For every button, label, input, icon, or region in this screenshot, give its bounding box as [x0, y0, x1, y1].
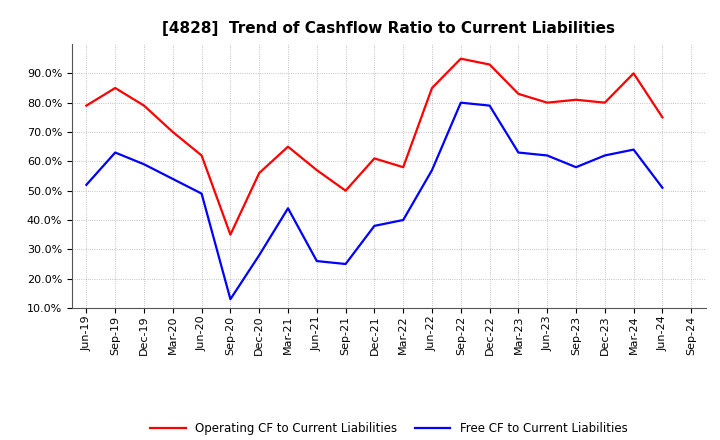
Free CF to Current Liabilities [370, 223, 379, 228]
Operating CF to Current Liabilities [514, 91, 523, 96]
Free CF to Current Liabilities [485, 103, 494, 108]
Free CF to Current Liabilities [111, 150, 120, 155]
Operating CF to Current Liabilities [485, 62, 494, 67]
Operating CF to Current Liabilities [82, 103, 91, 108]
Free CF to Current Liabilities [341, 261, 350, 267]
Operating CF to Current Liabilities [456, 56, 465, 61]
Operating CF to Current Liabilities [284, 144, 292, 149]
Free CF to Current Liabilities [197, 191, 206, 196]
Free CF to Current Liabilities [82, 182, 91, 187]
Free CF to Current Liabilities [284, 205, 292, 211]
Free CF to Current Liabilities [543, 153, 552, 158]
Operating CF to Current Liabilities [255, 170, 264, 176]
Operating CF to Current Liabilities [572, 97, 580, 103]
Operating CF to Current Liabilities [399, 165, 408, 170]
Free CF to Current Liabilities [428, 168, 436, 173]
Operating CF to Current Liabilities [197, 153, 206, 158]
Operating CF to Current Liabilities [111, 85, 120, 91]
Free CF to Current Liabilities [399, 217, 408, 223]
Operating CF to Current Liabilities [168, 129, 177, 135]
Line: Operating CF to Current Liabilities: Operating CF to Current Liabilities [86, 59, 662, 235]
Operating CF to Current Liabilities [658, 115, 667, 120]
Free CF to Current Liabilities [629, 147, 638, 152]
Free CF to Current Liabilities [226, 297, 235, 302]
Operating CF to Current Liabilities [629, 71, 638, 76]
Operating CF to Current Liabilities [543, 100, 552, 105]
Legend: Operating CF to Current Liabilities, Free CF to Current Liabilities: Operating CF to Current Liabilities, Fre… [145, 417, 632, 440]
Operating CF to Current Liabilities [370, 156, 379, 161]
Free CF to Current Liabilities [456, 100, 465, 105]
Line: Free CF to Current Liabilities: Free CF to Current Liabilities [86, 103, 662, 299]
Free CF to Current Liabilities [514, 150, 523, 155]
Operating CF to Current Liabilities [428, 85, 436, 91]
Title: [4828]  Trend of Cashflow Ratio to Current Liabilities: [4828] Trend of Cashflow Ratio to Curren… [162, 21, 616, 36]
Free CF to Current Liabilities [312, 258, 321, 264]
Free CF to Current Liabilities [140, 161, 148, 167]
Operating CF to Current Liabilities [226, 232, 235, 237]
Operating CF to Current Liabilities [341, 188, 350, 193]
Operating CF to Current Liabilities [140, 103, 148, 108]
Operating CF to Current Liabilities [312, 168, 321, 173]
Free CF to Current Liabilities [168, 176, 177, 182]
Free CF to Current Liabilities [658, 185, 667, 191]
Free CF to Current Liabilities [572, 165, 580, 170]
Free CF to Current Liabilities [255, 253, 264, 258]
Operating CF to Current Liabilities [600, 100, 609, 105]
Free CF to Current Liabilities [600, 153, 609, 158]
